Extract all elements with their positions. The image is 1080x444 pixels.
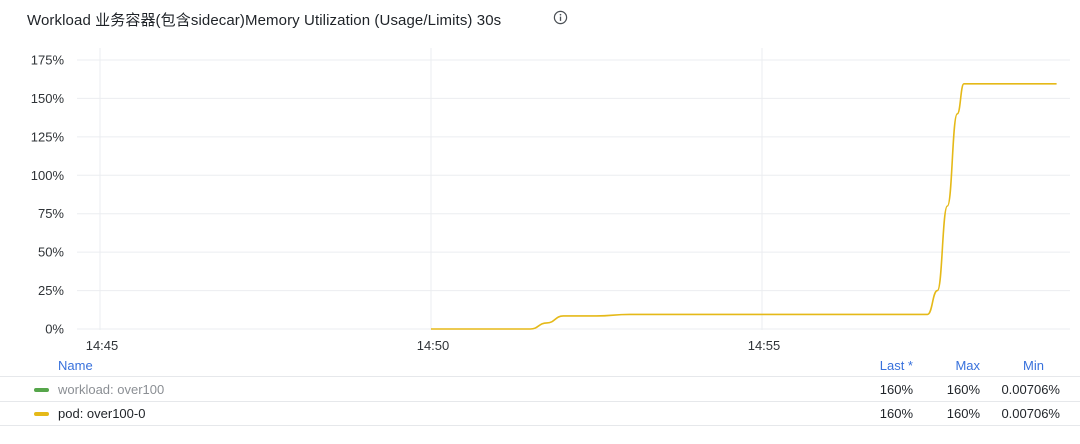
legend-series-name[interactable]: pod: over100-0 bbox=[58, 406, 146, 421]
x-tick-label: 14:50 bbox=[417, 338, 450, 353]
legend-header-name[interactable]: Name bbox=[58, 358, 93, 373]
y-tick-label: 0% bbox=[45, 322, 64, 337]
series-color-swatch[interactable] bbox=[34, 388, 49, 392]
legend-header-min[interactable]: Min bbox=[1023, 358, 1044, 373]
legend-max-value: 160% bbox=[946, 382, 980, 397]
y-tick-label: 100% bbox=[31, 168, 65, 183]
y-tick-label: 50% bbox=[38, 245, 64, 260]
legend-max-value: 160% bbox=[946, 406, 980, 421]
info-icon[interactable] bbox=[553, 10, 568, 25]
y-tick-label: 175% bbox=[31, 53, 65, 68]
legend-header-row: Name Last * Max Min bbox=[0, 355, 1080, 377]
y-axis-ticks: 0% 25% 50% 75% 100% 125% 150% 175% bbox=[31, 53, 65, 337]
line-chart[interactable]: 0%25%50%75%100%125%150%175% 14:45 14:50 14… bbox=[0, 40, 1080, 360]
legend-row[interactable]: workload: over100 160% 160% 0.00706% bbox=[0, 378, 1080, 402]
series-color-swatch[interactable] bbox=[34, 412, 49, 416]
legend-header-last[interactable]: Last * bbox=[879, 358, 913, 373]
x-tick-label: 14:45 bbox=[86, 338, 119, 353]
legend-last-value: 160% bbox=[879, 382, 913, 397]
legend-header-max[interactable]: Max bbox=[955, 358, 980, 373]
panel-header: Workload 业务容器(包含sidecar)Memory Utilizati… bbox=[0, 0, 1080, 38]
grid bbox=[77, 48, 1070, 330]
chart-area[interactable]: 0% 25% 50% 75% 100% 125% 150% 175% 14:45 14:50 14… bbox=[0, 40, 1080, 360]
x-tick-label: 14:55 bbox=[748, 338, 781, 353]
x-axis-ticks: 14:45 14:50 14:55 bbox=[86, 338, 781, 353]
series-lines bbox=[431, 83, 1057, 330]
legend-table: Name Last * Max Min workload: over100 16… bbox=[0, 355, 1080, 444]
y-tick-label: 75% bbox=[38, 206, 64, 221]
legend-series-name[interactable]: workload: over100 bbox=[58, 382, 165, 397]
y-tick-label: 125% bbox=[31, 129, 65, 144]
panel-title: Workload 业务容器(包含sidecar)Memory Utilizati… bbox=[27, 12, 502, 29]
legend-min-value: 0.00706% bbox=[1001, 406, 1060, 421]
series-line bbox=[431, 83, 1057, 330]
y-tick-label: 150% bbox=[31, 91, 65, 106]
legend-min-value: 0.00706% bbox=[1001, 382, 1060, 397]
legend-row[interactable]: pod: over100-0 160% 160% 0.00706% bbox=[0, 402, 1080, 426]
legend-last-value: 160% bbox=[879, 406, 913, 421]
y-tick-label: 25% bbox=[38, 283, 64, 298]
